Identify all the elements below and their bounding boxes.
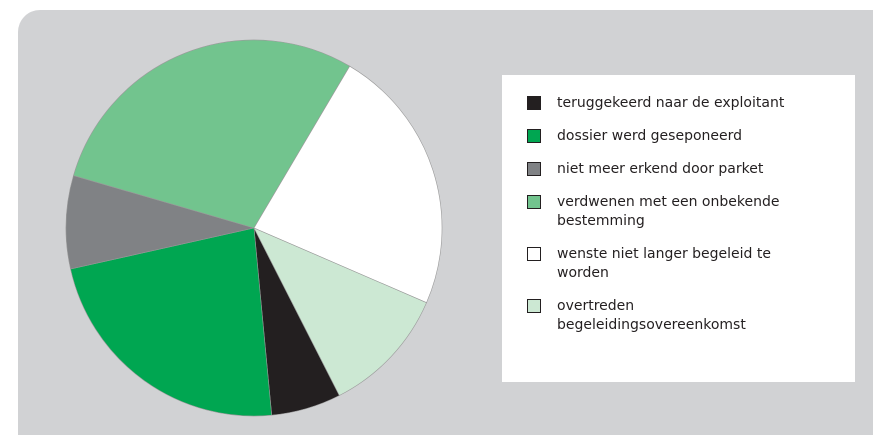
legend-item: dossier werd geseponeerd [527, 127, 855, 146]
legend-label: wenste niet langer begeleid te worden [557, 246, 771, 281]
legend-item: niet meer erkend door parket [527, 160, 855, 179]
legend-label: verdwenen met een onbekende bestemming [557, 194, 780, 229]
legend-item: overtreden begeleidingsovereenkomst [527, 297, 855, 335]
pie-slice [73, 39, 351, 229]
pie-slice [65, 175, 255, 270]
legend-label: teruggekeerd naar de exploitant [557, 95, 785, 111]
legend-swatch [527, 162, 541, 176]
pie-slice [253, 227, 427, 396]
legend: teruggekeerd naar de exploitant dossier w… [502, 75, 855, 382]
legend-item: wenste niet langer begeleid te worden [527, 245, 855, 283]
legend-label: overtreden begeleidingsovereenkomst [557, 298, 746, 333]
legend-swatch [527, 96, 541, 110]
legend-swatch [527, 247, 541, 261]
legend-swatch [527, 299, 541, 313]
pie-slice [70, 227, 273, 417]
legend-swatch [527, 129, 541, 143]
pie-slice [253, 65, 443, 304]
legend-item: teruggekeerd naar de exploitant [527, 94, 855, 113]
legend-swatch [527, 195, 541, 209]
legend-label: dossier werd geseponeerd [557, 128, 743, 144]
legend-label: niet meer erkend door parket [557, 161, 764, 177]
legend-item: verdwenen met een onbekende bestemming [527, 193, 855, 231]
